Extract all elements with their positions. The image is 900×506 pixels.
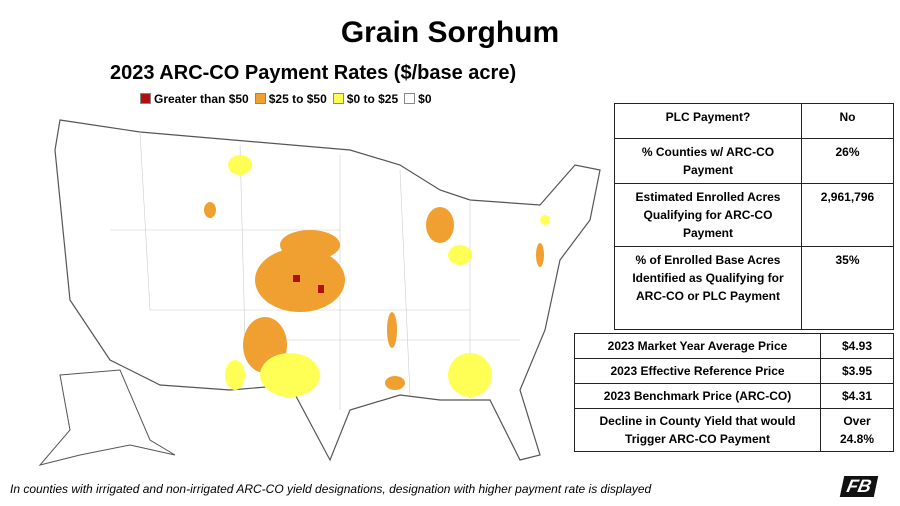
table-row: 2023 Market Year Average Price $4.93 (574, 333, 894, 359)
legend-label: Greater than $50 (154, 92, 249, 106)
logo: FB (839, 476, 879, 497)
table-row: Decline in County Yield that would Trigg… (574, 408, 894, 452)
map-region (536, 243, 544, 267)
map-region (204, 202, 216, 218)
legend-item: Greater than $50 (140, 92, 249, 106)
map-region (225, 360, 245, 390)
legend-item: $0 to $25 (332, 92, 399, 106)
table-label: PLC Payment? (614, 103, 802, 139)
map-region (448, 353, 492, 397)
map-region (387, 312, 397, 348)
table-label: Decline in County Yield that would Trigg… (574, 408, 821, 452)
table-label: 2023 Benchmark Price (ARC-CO) (574, 383, 821, 409)
legend-item: $0 (404, 92, 432, 106)
footnote: In counties with irrigated and non-irrig… (10, 482, 652, 496)
legend-swatch (254, 93, 266, 104)
map-region (293, 275, 300, 282)
table-value: No (801, 103, 894, 139)
alaska-outline (38, 369, 176, 466)
legend-label: $25 to $50 (268, 92, 327, 106)
table-value: $4.31 (820, 383, 894, 409)
table-value: $4.93 (820, 333, 894, 359)
table-row: Estimated Enrolled Acres Qualifying for … (614, 183, 894, 247)
table-value: 35% (801, 246, 894, 330)
table-label: Estimated Enrolled Acres Qualifying for … (614, 183, 802, 247)
plc-table: PLC Payment? No% Counties w/ ARC-CO Payme… (614, 103, 894, 330)
map-region (260, 353, 320, 397)
legend: Greater than $50 $25 to $50 $0 to $25 $0 (140, 92, 432, 106)
legend-label: $0 to $25 (346, 92, 399, 106)
table-label: % Counties w/ ARC-CO Payment (614, 138, 802, 184)
table-row: PLC Payment? No (614, 103, 894, 139)
table-label: 2023 Market Year Average Price (574, 333, 821, 359)
map-region (448, 245, 472, 265)
map-region (540, 215, 550, 225)
legend-swatch (404, 93, 416, 104)
map-region (280, 230, 340, 260)
table-label: % of Enrolled Base Acres Identified as Q… (614, 246, 802, 330)
subtitle: 2023 ARC-CO Payment Rates ($/base acre) (110, 62, 517, 84)
map-region (385, 376, 405, 390)
legend-item: $25 to $50 (254, 92, 327, 106)
legend-label: $0 (418, 92, 432, 106)
table-value: Over 24.8% (820, 408, 894, 452)
table-row: % Counties w/ ARC-CO Payment 26% (614, 138, 894, 184)
table-value: 2,961,796 (801, 183, 894, 247)
title: Grain Sorghum (340, 16, 560, 49)
table-row: % of Enrolled Base Acres Identified as Q… (614, 246, 894, 330)
table-row: 2023 Effective Reference Price $3.95 (574, 358, 894, 384)
price-table: 2023 Market Year Average Price $4.93 2023 … (574, 333, 894, 452)
table-value: $3.95 (820, 358, 894, 384)
table-row: 2023 Benchmark Price (ARC-CO) $4.31 (574, 383, 894, 409)
map-region (318, 285, 324, 293)
legend-swatch (140, 93, 151, 104)
map-region (426, 207, 454, 243)
map (38, 119, 601, 466)
map-region (228, 155, 252, 175)
table-value: 26% (801, 138, 894, 184)
table-label: 2023 Effective Reference Price (574, 358, 821, 384)
legend-swatch (332, 93, 344, 104)
